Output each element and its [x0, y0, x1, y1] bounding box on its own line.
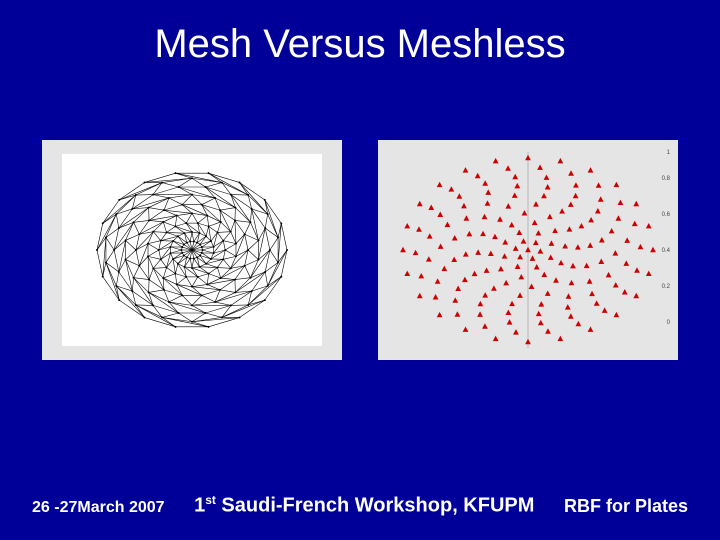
svg-text:1: 1: [667, 150, 671, 156]
footer: 26 -27March 2007 1st Saudi-French Worksh…: [0, 493, 720, 518]
footer-center-rest: Saudi-French Workshop, KFUPM: [216, 495, 535, 517]
footer-date: 26 -27March 2007: [32, 499, 165, 517]
footer-center: 1st Saudi-French Workshop, KFUPM: [194, 493, 534, 518]
mesh-svg: [42, 140, 342, 360]
svg-text:0.4: 0.4: [662, 248, 671, 254]
slide-title: Mesh Versus Meshless: [0, 22, 720, 67]
footer-center-prefix: 1: [194, 495, 205, 517]
mesh-figure: [42, 140, 342, 360]
svg-text:0: 0: [667, 320, 671, 326]
svg-text:0.8: 0.8: [662, 176, 671, 182]
svg-text:0.2: 0.2: [662, 284, 671, 290]
footer-right: RBF for Plates: [564, 496, 688, 517]
svg-text:0.6: 0.6: [662, 212, 671, 218]
meshless-svg: 0.8 0.6 0.4 0.2 0 1: [378, 140, 678, 360]
meshless-figure: 0.8 0.6 0.4 0.2 0 1: [378, 140, 678, 360]
footer-center-sup: st: [205, 493, 216, 507]
figure-row: 0.8 0.6 0.4 0.2 0 1: [42, 140, 678, 360]
